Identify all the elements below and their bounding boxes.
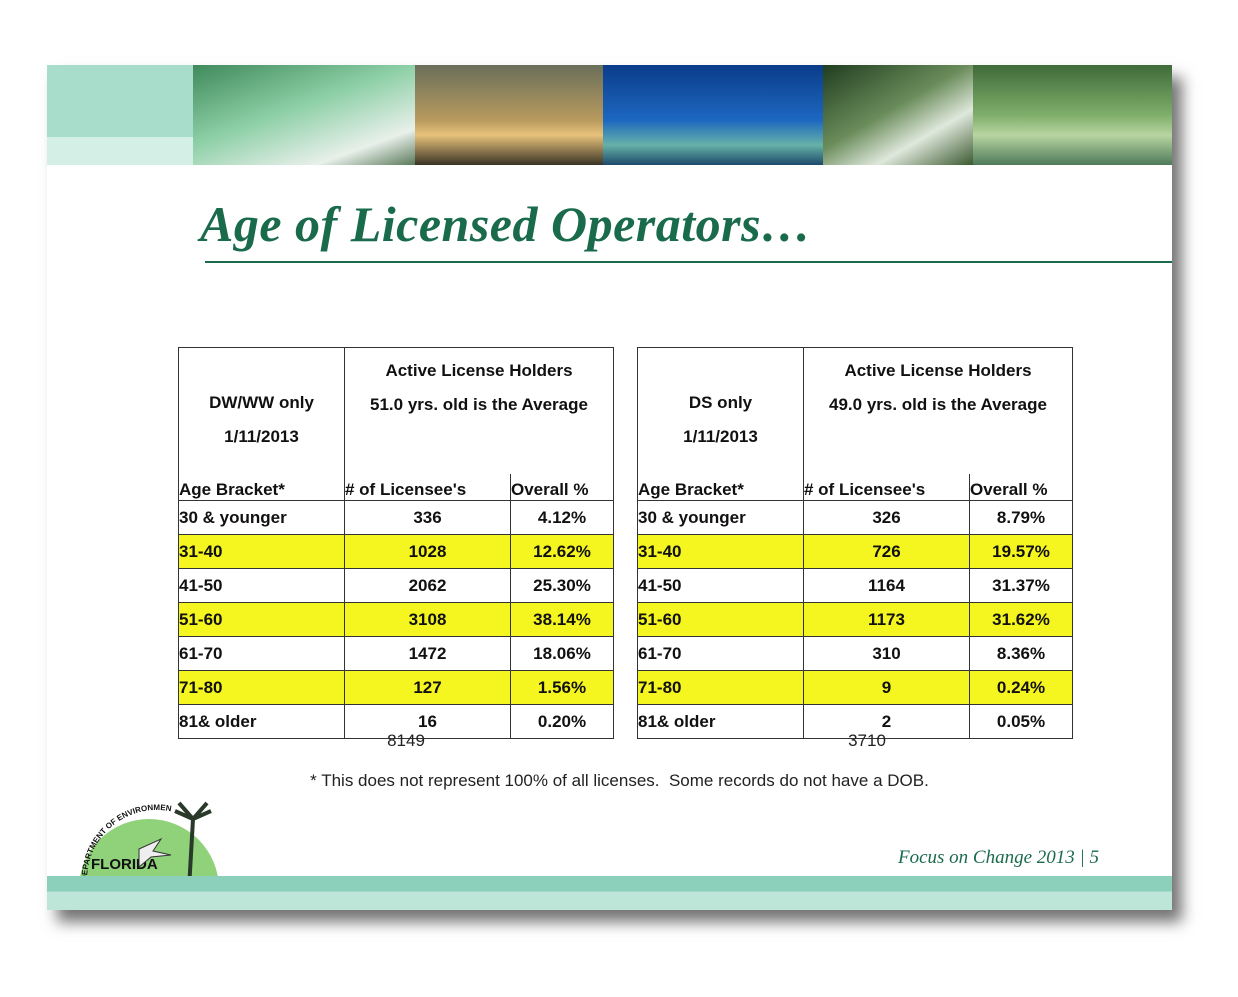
data-cell: 81& older	[637, 704, 804, 739]
group-cell: DW/WW only 1/11/2013	[178, 347, 345, 474]
data-row: 41-50 2062 25.30%	[178, 568, 614, 603]
data-row: 71-80 9 0.24%	[637, 670, 1073, 705]
header-row: DW/WW only 1/11/2013 Active License Holder…	[178, 347, 614, 474]
banner-band	[47, 65, 193, 165]
data-cell: 19.57%	[969, 534, 1073, 569]
data-row: 71-80 127 1.56%	[178, 670, 614, 705]
data-table: DW/WW only 1/11/2013 Active License Holder…	[178, 347, 614, 739]
data-cell: 1164	[803, 568, 970, 603]
data-row: 51-60 3108 38.14%	[178, 602, 614, 637]
banner-photo	[193, 65, 415, 165]
data-cell: 51-60	[178, 602, 345, 637]
slide: Age of Licensed Operators… DW/WW only 1/1…	[47, 65, 1172, 910]
data-cell: 1173	[803, 602, 970, 637]
heading-cell: Active License Holders 51.0 yrs. old is t…	[344, 347, 614, 474]
data-cell: 31-40	[178, 534, 345, 569]
column-header: # of Licensee's	[803, 474, 970, 501]
data-cell: 18.06%	[510, 636, 614, 671]
data-cell: 9	[803, 670, 970, 705]
data-row: 30 & younger 326 8.79%	[637, 500, 1073, 535]
data-cell: 61-70	[178, 636, 345, 671]
data-cell: 336	[344, 500, 511, 535]
column-header: Overall %	[969, 474, 1073, 501]
data-cell: 71-80	[178, 670, 345, 705]
data-cell: 726	[803, 534, 970, 569]
bottom-band	[47, 876, 1172, 910]
logo: DEPARTMENT OF ENVIRONMENTAL PROTECTION F…	[69, 789, 219, 890]
group-label: DS only	[688, 393, 753, 412]
data-cell: 41-50	[178, 568, 345, 603]
data-cell: 1472	[344, 636, 511, 671]
data-cell: 0.24%	[969, 670, 1073, 705]
column-header: Age Bracket*	[637, 474, 804, 501]
data-cell: 31.37%	[969, 568, 1073, 603]
column-header: Age Bracket*	[178, 474, 345, 501]
data-cell: 2062	[344, 568, 511, 603]
data-cell: 4.12%	[510, 500, 614, 535]
data-row: 61-70 310 8.36%	[637, 636, 1073, 671]
average: 51.0 yrs. old is the Average	[370, 395, 588, 414]
data-row: 41-50 1164 31.37%	[637, 568, 1073, 603]
data-cell: 51-60	[637, 602, 804, 637]
data-cell: 71-80	[637, 670, 804, 705]
header-row: DS only 1/11/2013 Active License Holders 49…	[637, 347, 1073, 474]
data-cell: 25.30%	[510, 568, 614, 603]
data-cell: 31.62%	[969, 602, 1073, 637]
data-cell: 16	[344, 704, 511, 739]
group-label: DW/WW only	[209, 393, 314, 412]
data-cell: 2	[803, 704, 970, 739]
banner-photo	[603, 65, 823, 165]
data-cell: 127	[344, 670, 511, 705]
data-cell: 38.14%	[510, 602, 614, 637]
logo-bird	[138, 837, 172, 869]
data-cell: 31-40	[637, 534, 804, 569]
data-row: 81& older 2 0.05%	[637, 704, 1073, 739]
data-table: DS only 1/11/2013 Active License Holders 49…	[637, 347, 1073, 739]
data-cell: 61-70	[637, 636, 804, 671]
data-cell: 8.36%	[969, 636, 1073, 671]
data-cell: 1028	[344, 534, 511, 569]
data-row: 81& older 16 0.20%	[178, 704, 614, 739]
data-cell: 0.05%	[969, 704, 1073, 739]
data-cell: 8.79%	[969, 500, 1073, 535]
data-row: 30 & younger 336 4.12%	[178, 500, 614, 535]
column-header: # of Licensee's	[344, 474, 511, 501]
slide-title: Age of Licensed Operators…	[200, 196, 812, 252]
heading: Active License Holders	[385, 361, 573, 380]
average: 49.0 yrs. old is the Average	[829, 395, 1047, 414]
data-row: 31-40 1028 12.62%	[178, 534, 614, 569]
title-rule	[205, 261, 1172, 263]
data-cell: 41-50	[637, 568, 804, 603]
data-cell: 1.56%	[510, 670, 614, 705]
footer-text: Focus on Change 2013 | 5	[898, 847, 1100, 868]
total: 8149	[387, 731, 425, 750]
total: 3710	[848, 731, 886, 750]
data-row: 31-40 726 19.57%	[637, 534, 1073, 569]
heading-cell: Active License Holders 49.0 yrs. old is t…	[803, 347, 1073, 474]
heading: Active License Holders	[844, 361, 1032, 380]
data-cell: 12.62%	[510, 534, 614, 569]
column-header-row: Age Bracket* # of Licensee's Overall %	[637, 474, 1073, 501]
data-cell: 30 & younger	[637, 500, 804, 535]
data-row: 61-70 1472 18.06%	[178, 636, 614, 671]
banner-photo	[415, 65, 603, 165]
group-label: 1/11/2013	[683, 427, 758, 446]
data-cell: 3108	[344, 602, 511, 637]
footnote: * This does not represent 100% of all li…	[310, 771, 929, 790]
group-label: 1/11/2013	[224, 427, 299, 446]
data-cell: 326	[803, 500, 970, 535]
data-row: 51-60 1173 31.62%	[637, 602, 1073, 637]
column-header: Overall %	[510, 474, 614, 501]
banner-photo	[973, 65, 1172, 165]
data-cell: 81& older	[178, 704, 345, 739]
logo-palm	[174, 801, 212, 890]
group-cell: DS only 1/11/2013	[637, 347, 804, 474]
data-cell: 0.20%	[510, 704, 614, 739]
data-cell: 30 & younger	[178, 500, 345, 535]
banner-photo	[823, 65, 973, 165]
column-header-row: Age Bracket* # of Licensee's Overall %	[178, 474, 614, 501]
data-cell: 310	[803, 636, 970, 671]
